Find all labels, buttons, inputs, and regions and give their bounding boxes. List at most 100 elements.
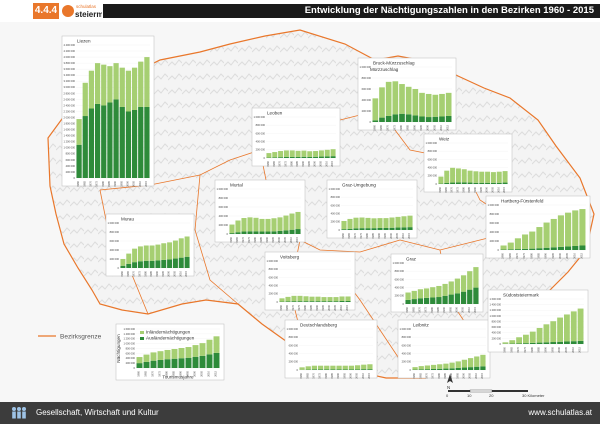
bar-segment xyxy=(438,177,443,184)
x-tick-label: 2000 xyxy=(485,186,489,192)
bar-segment xyxy=(107,66,112,102)
bar-segment xyxy=(430,287,435,297)
bar-segment xyxy=(179,358,185,368)
y-tick-label: 800 000 xyxy=(362,76,372,80)
bar-segment xyxy=(473,183,478,184)
bar-segment xyxy=(439,94,445,117)
bar-segment xyxy=(412,367,417,369)
bar-segment xyxy=(158,360,164,368)
y-tick-label: 2 200 000 xyxy=(63,109,75,113)
y-tick-label: 600 000 xyxy=(269,275,279,279)
y-tick-label: 400 000 xyxy=(269,284,279,288)
bar-segment xyxy=(150,261,155,268)
legend-label-foreign: Ausländernächtigungen xyxy=(146,336,195,341)
bar-segment xyxy=(347,229,352,230)
y-tick-label: 1 400 000 xyxy=(123,332,135,336)
y-tick-label: 600 000 xyxy=(395,277,405,281)
bar-segment xyxy=(76,119,81,145)
x-tick-label: 1985 xyxy=(107,180,111,186)
x-tick-label: 1975 xyxy=(455,186,459,192)
chart-title: Südoststeiermark xyxy=(503,293,539,298)
bar-segment xyxy=(395,228,400,230)
y-tick-label: 2 800 000 xyxy=(63,91,75,95)
x-tick-label: 2000 xyxy=(277,236,281,242)
bar-segment xyxy=(155,260,160,268)
bar-segment xyxy=(259,219,264,232)
bar-segment xyxy=(193,357,199,368)
bar-segment xyxy=(303,296,308,301)
x-tick-label: 1980 xyxy=(303,304,307,310)
bar-segment xyxy=(179,348,185,358)
bar-segment xyxy=(327,297,332,301)
bar-segment xyxy=(564,341,570,344)
bar-segment xyxy=(291,296,296,301)
y-tick-label: 800 000 xyxy=(331,195,341,199)
y-tick-label: 400 000 xyxy=(402,352,412,356)
title-bar: Entwicklung der Nächtigungszahlen in den… xyxy=(103,4,600,18)
bar-segment xyxy=(446,116,452,122)
x-tick-label: 2005 xyxy=(461,306,465,312)
x-tick-label: 1975 xyxy=(522,252,526,258)
bar-segment xyxy=(353,228,358,230)
bar-segment xyxy=(361,369,366,370)
x-tick-label: 1990 xyxy=(544,252,548,258)
bar-segment xyxy=(401,216,406,227)
y-tick-label: 1 000 000 xyxy=(399,327,411,331)
bar-segment xyxy=(456,361,461,368)
x-tick-label: 1985 xyxy=(309,304,313,310)
y-tick-label: 600 000 xyxy=(490,221,500,225)
bar-segment xyxy=(207,340,213,355)
bar-segment xyxy=(571,311,577,341)
x-tick-label: 2000 xyxy=(557,346,561,352)
bar-segment xyxy=(325,150,330,157)
bar-segment xyxy=(315,297,320,302)
x-tick-label: 2010 xyxy=(361,372,365,378)
x-tick-label: 1995 xyxy=(119,180,123,186)
bar-segment xyxy=(138,261,143,268)
y-tick-label: 400 000 xyxy=(331,212,341,216)
bar-segment xyxy=(446,93,452,116)
bar-segment xyxy=(359,228,364,230)
scalebar-label: 10 xyxy=(467,393,472,398)
y-tick-label: 1 000 000 xyxy=(392,261,404,265)
bar-segment xyxy=(386,116,392,122)
x-tick-label: 1965 xyxy=(379,124,383,130)
bar-segment xyxy=(313,151,318,157)
y-tick-label: 400 000 xyxy=(492,331,502,335)
bar-segment xyxy=(508,249,514,250)
bar-segment xyxy=(235,232,240,234)
x-tick-label: 2015 xyxy=(579,252,583,258)
x-tick-label: 1990 xyxy=(377,232,381,238)
x-tick-label: 1960 xyxy=(502,346,506,352)
y-tick-label: 600 000 xyxy=(402,343,412,347)
y-tick-label: 1 000 000 xyxy=(216,187,228,191)
y-tick-label: 2 600 000 xyxy=(63,97,75,101)
y-tick-label: 200 000 xyxy=(362,109,372,113)
x-tick-label: 2000 xyxy=(167,270,171,276)
x-tick-label: 1965 xyxy=(444,186,448,192)
bar-segment xyxy=(173,259,178,268)
bar-segment xyxy=(468,183,473,184)
bar-segment xyxy=(461,275,466,291)
bar-segment xyxy=(530,343,536,344)
bar-segment xyxy=(407,227,412,230)
x-tick-label: 1960 xyxy=(137,370,141,376)
bar-segment xyxy=(449,281,454,294)
footer-url[interactable]: www.schulatlas.at xyxy=(528,402,592,424)
bar-segment xyxy=(389,217,394,227)
x-tick-label: 2005 xyxy=(432,124,436,130)
x-tick-label: 1980 xyxy=(143,270,147,276)
bar-segment xyxy=(289,230,294,234)
x-tick-label: 1980 xyxy=(529,252,533,258)
x-tick-label: 1985 xyxy=(149,270,153,276)
y-tick-label: 200 000 xyxy=(110,257,120,261)
y-tick-label: 1 600 000 xyxy=(489,297,501,301)
bar-segment xyxy=(361,365,366,370)
x-tick-label: 1980 xyxy=(365,232,369,238)
bar-segment xyxy=(444,183,449,184)
bar-segment xyxy=(516,337,522,343)
bar-segment xyxy=(301,157,306,158)
bar-segment xyxy=(523,343,529,344)
